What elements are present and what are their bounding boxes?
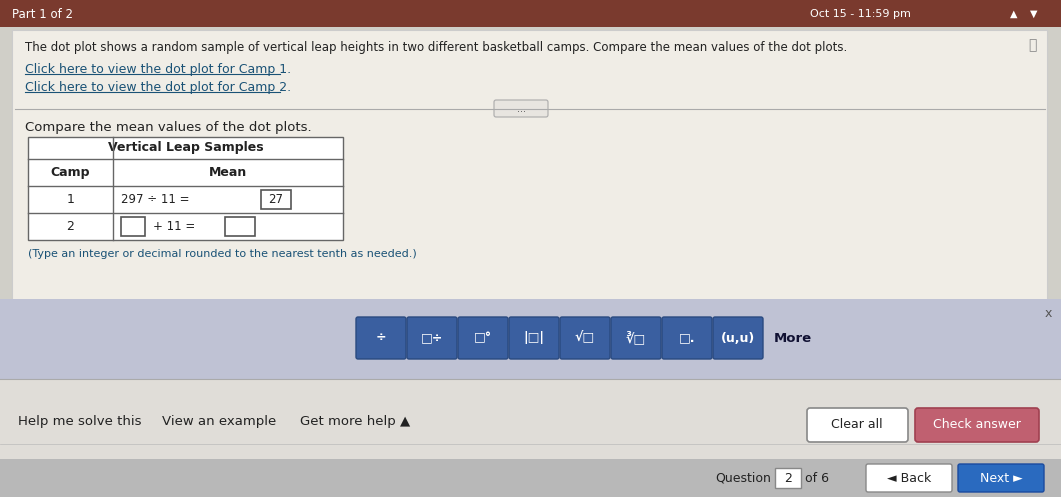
Text: Click here to view the dot plot for Camp 2.: Click here to view the dot plot for Camp… bbox=[25, 81, 291, 93]
Text: + 11 =: + 11 = bbox=[153, 220, 195, 233]
Text: of 6: of 6 bbox=[805, 472, 829, 485]
Text: ÷: ÷ bbox=[376, 331, 386, 344]
FancyBboxPatch shape bbox=[866, 464, 952, 492]
Text: 1: 1 bbox=[67, 193, 74, 206]
Text: Get more help ▲: Get more help ▲ bbox=[300, 415, 411, 428]
FancyBboxPatch shape bbox=[225, 217, 255, 236]
Text: □.: □. bbox=[679, 331, 695, 344]
Text: x: x bbox=[1044, 307, 1051, 320]
Text: Check answer: Check answer bbox=[933, 418, 1021, 431]
FancyBboxPatch shape bbox=[807, 408, 908, 442]
Text: Help me solve this: Help me solve this bbox=[18, 415, 141, 428]
Bar bbox=[0, 459, 1061, 497]
FancyBboxPatch shape bbox=[958, 464, 1044, 492]
Text: Question: Question bbox=[715, 472, 771, 485]
Bar bbox=[0, 0, 1061, 27]
Text: Clear all: Clear all bbox=[831, 418, 883, 431]
Bar bbox=[12, 30, 1047, 352]
FancyBboxPatch shape bbox=[494, 100, 547, 117]
FancyBboxPatch shape bbox=[261, 190, 291, 209]
Text: Mean: Mean bbox=[209, 166, 247, 179]
Text: Camp: Camp bbox=[51, 166, 90, 179]
Bar bbox=[0, 379, 1061, 497]
FancyBboxPatch shape bbox=[915, 408, 1039, 442]
Text: □°: □° bbox=[474, 331, 492, 344]
FancyBboxPatch shape bbox=[407, 317, 457, 359]
Text: Click here to view the dot plot for Camp 1.: Click here to view the dot plot for Camp… bbox=[25, 63, 291, 76]
FancyBboxPatch shape bbox=[458, 317, 508, 359]
Text: |□|: |□| bbox=[523, 331, 544, 344]
Text: ▲: ▲ bbox=[1010, 9, 1017, 19]
Bar bbox=[0, 299, 1061, 379]
Text: Next ►: Next ► bbox=[979, 472, 1023, 485]
FancyBboxPatch shape bbox=[509, 317, 559, 359]
Bar bbox=[28, 137, 343, 240]
Text: (Type an integer or decimal rounded to the nearest tenth as needed.): (Type an integer or decimal rounded to t… bbox=[28, 249, 417, 259]
Text: ...: ... bbox=[517, 104, 525, 114]
Text: √□: √□ bbox=[575, 331, 595, 344]
Text: ▼: ▼ bbox=[1030, 9, 1038, 19]
Text: Oct 15 - 11:59 pm: Oct 15 - 11:59 pm bbox=[810, 9, 911, 19]
Text: 297 ÷ 11 =: 297 ÷ 11 = bbox=[121, 193, 190, 206]
FancyBboxPatch shape bbox=[356, 317, 406, 359]
Text: More: More bbox=[775, 331, 812, 344]
FancyBboxPatch shape bbox=[121, 217, 145, 236]
Text: The dot plot shows a random sample of vertical leap heights in two different bas: The dot plot shows a random sample of ve… bbox=[25, 40, 848, 54]
Text: (u,u): (u,u) bbox=[720, 331, 755, 344]
Text: □÷: □÷ bbox=[421, 331, 443, 344]
Text: Part 1 of 2: Part 1 of 2 bbox=[12, 7, 73, 20]
Text: 27: 27 bbox=[268, 193, 283, 206]
FancyBboxPatch shape bbox=[560, 317, 610, 359]
Text: ⓘ: ⓘ bbox=[1028, 38, 1037, 52]
Text: 2: 2 bbox=[784, 472, 792, 485]
FancyBboxPatch shape bbox=[775, 468, 801, 488]
Text: View an example: View an example bbox=[162, 415, 276, 428]
Text: Compare the mean values of the dot plots.: Compare the mean values of the dot plots… bbox=[25, 120, 312, 134]
FancyBboxPatch shape bbox=[611, 317, 661, 359]
Text: ∛□: ∛□ bbox=[626, 331, 646, 345]
FancyBboxPatch shape bbox=[713, 317, 763, 359]
Text: Vertical Leap Samples: Vertical Leap Samples bbox=[107, 142, 263, 155]
Text: 2: 2 bbox=[67, 220, 74, 233]
Text: ◄ Back: ◄ Back bbox=[887, 472, 932, 485]
FancyBboxPatch shape bbox=[662, 317, 712, 359]
